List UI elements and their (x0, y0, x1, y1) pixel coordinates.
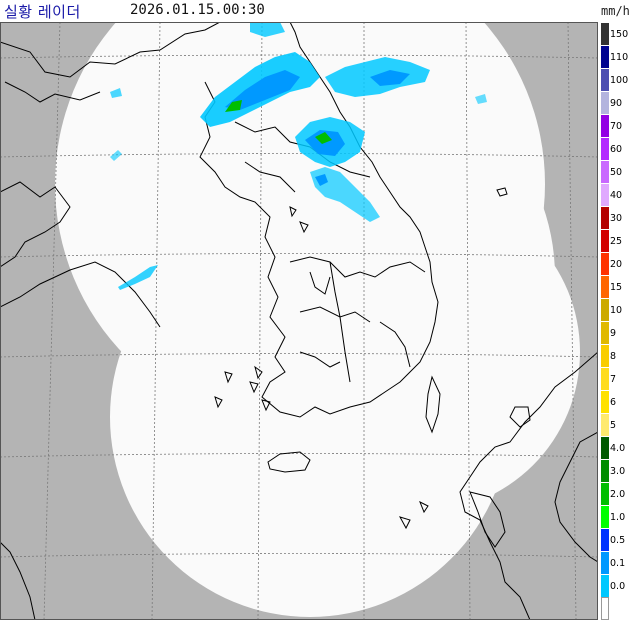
legend-color-swatch (601, 298, 609, 321)
legend-color-swatch (601, 183, 609, 206)
precipitation-legend: 150 110 100 90 70 60 50 40 30 25 20 15 10 9 8 7 6 5 4.0 3.0… (598, 22, 635, 620)
legend-color-swatch (601, 229, 609, 252)
legend-entry: 40 (598, 183, 635, 206)
legend-color-swatch (601, 413, 609, 436)
legend-entry: 25 (598, 229, 635, 252)
legend-entry: 20 (598, 252, 635, 275)
legend-color-swatch (601, 390, 609, 413)
precipitation-echoes (110, 22, 487, 290)
legend-value-label: 50 (610, 166, 623, 178)
legend-value-label: 20 (610, 258, 623, 270)
legend-entry: 8 (598, 344, 635, 367)
legend-color-swatch (601, 459, 609, 482)
legend-value-label: 2.0 (610, 488, 626, 500)
legend-value-label: 100 (610, 74, 629, 86)
legend-color-swatch (601, 436, 609, 459)
legend-color-swatch (601, 528, 609, 551)
legend-color-swatch (601, 482, 609, 505)
legend-entry: 0.5 (598, 528, 635, 551)
legend-entry: 5 (598, 413, 635, 436)
legend-entry: 100 (598, 68, 635, 91)
legend-entry: 1.0 (598, 505, 635, 528)
echo-mid-light (305, 130, 345, 156)
legend-value-label: 150 (610, 28, 629, 40)
legend-entry: 90 (598, 91, 635, 114)
legend-entry: 0.0 (598, 574, 635, 597)
legend-unit-label: mm/h (601, 4, 630, 18)
echo-north-light (225, 70, 300, 110)
legend-value-label: 60 (610, 143, 623, 155)
legend-entry: 30 (598, 206, 635, 229)
echo-central-core (315, 174, 328, 186)
legend-value-label: 15 (610, 281, 623, 293)
legend-value-label: 8 (610, 350, 617, 362)
legend-value-label: 25 (610, 235, 623, 247)
radar-map (0, 22, 598, 620)
legend-value-label: 4.0 (610, 442, 626, 454)
legend-value-label: 5 (610, 419, 617, 431)
header-bar: 실황 레이더 2026.01.15.00:30 mm/h (0, 0, 635, 22)
legend-value-label: 6 (610, 396, 617, 408)
legend-value-label: 0.1 (610, 557, 626, 569)
legend-color-swatch (601, 574, 609, 597)
legend-color-swatch (601, 551, 609, 574)
legend-entry (598, 597, 635, 620)
legend-color-swatch (601, 137, 609, 160)
legend-color-swatch (601, 597, 609, 620)
echo-east-small (475, 94, 487, 104)
legend-value-label: 1.0 (610, 511, 626, 523)
observation-timestamp: 2026.01.15.00:30 (130, 2, 265, 18)
legend-value-label: 9 (610, 327, 617, 339)
legend-value-label: 10 (610, 304, 623, 316)
coastlines (0, 22, 598, 620)
legend-color-swatch (601, 321, 609, 344)
echo-north-core (225, 100, 242, 112)
legend-entry: 7 (598, 367, 635, 390)
echo-north-east-core (370, 70, 410, 86)
legend-entry: 4.0 (598, 436, 635, 459)
legend-value-label: 0.5 (610, 534, 626, 546)
legend-entry: 10 (598, 298, 635, 321)
legend-entry: 60 (598, 137, 635, 160)
legend-entry: 15 (598, 275, 635, 298)
legend-color-swatch (601, 206, 609, 229)
legend-entry: 9 (598, 321, 635, 344)
map-title: 실황 레이더 (4, 3, 81, 21)
legend-color-swatch (601, 114, 609, 137)
legend-color-swatch (601, 22, 609, 45)
legend-color-swatch (601, 91, 609, 114)
legend-entry: 110 (598, 45, 635, 68)
echo-west-strip (118, 265, 158, 290)
legend-value-label: 7 (610, 373, 617, 385)
legend-value-label: 110 (610, 51, 629, 63)
echo-far-north (250, 22, 285, 37)
legend-color-swatch (601, 45, 609, 68)
legend-color-swatch (601, 367, 609, 390)
legend-value-label: 40 (610, 189, 623, 201)
legend-entry: 2.0 (598, 482, 635, 505)
legend-entry: 0.1 (598, 551, 635, 574)
legend-color-swatch (601, 505, 609, 528)
legend-entry: 3.0 (598, 459, 635, 482)
legend-entry: 50 (598, 160, 635, 183)
legend-value-label: 3.0 (610, 465, 626, 477)
legend-entry: 6 (598, 390, 635, 413)
legend-entry: 70 (598, 114, 635, 137)
legend-value-label: 90 (610, 97, 623, 109)
legend-value-label: 70 (610, 120, 623, 132)
legend-value-label: 30 (610, 212, 623, 224)
legend-color-swatch (601, 160, 609, 183)
echo-nw-small (110, 88, 122, 98)
legend-color-swatch (601, 252, 609, 275)
legend-value-label: 0.0 (610, 580, 626, 592)
echo-west-small (110, 150, 122, 161)
echo-mid-core (315, 132, 332, 144)
legend-color-swatch (601, 68, 609, 91)
legend-color-swatch (601, 344, 609, 367)
legend-color-swatch (601, 275, 609, 298)
legend-entry: 150 (598, 22, 635, 45)
